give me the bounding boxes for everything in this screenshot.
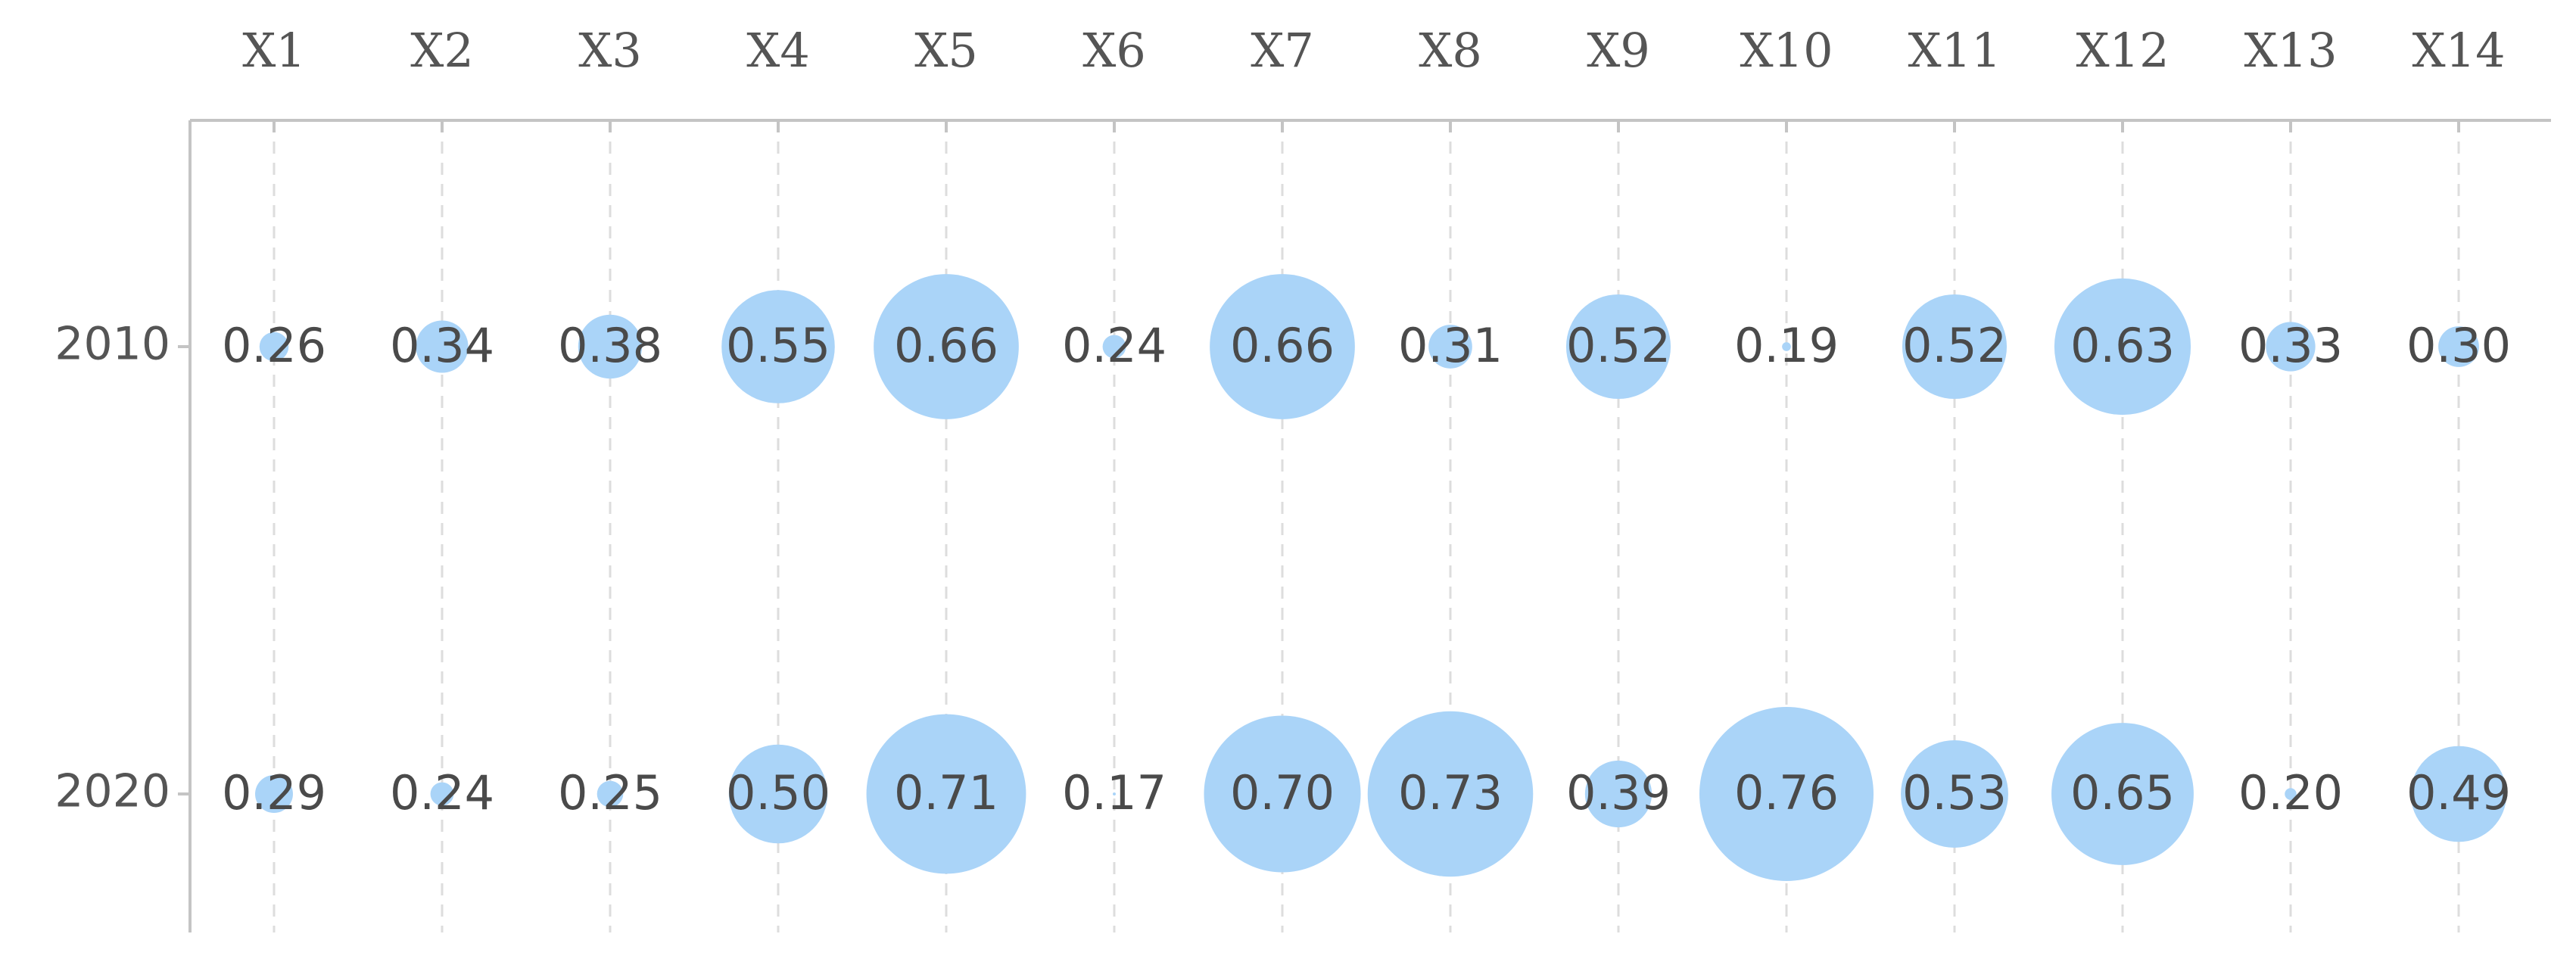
data-label: 0.66 bbox=[1230, 318, 1335, 373]
bubble bbox=[2285, 788, 2297, 800]
bubble bbox=[1367, 711, 1534, 877]
data-label: 0.38 bbox=[558, 318, 662, 373]
y-tick-label: 2020 bbox=[55, 765, 170, 818]
data-label: 0.24 bbox=[390, 765, 494, 820]
bubble bbox=[2051, 723, 2194, 865]
data-label: 0.34 bbox=[390, 318, 494, 373]
x-tick-label: X10 bbox=[1740, 23, 1833, 78]
bubble bbox=[430, 782, 454, 806]
data-label: 0.26 bbox=[222, 318, 326, 373]
bubble bbox=[1204, 715, 1361, 873]
bubble bbox=[2410, 746, 2507, 842]
x-tick-label: X4 bbox=[746, 23, 810, 78]
data-label: 0.71 bbox=[894, 765, 998, 820]
data-label: 0.70 bbox=[1230, 765, 1335, 820]
data-label: 0.39 bbox=[1566, 765, 1671, 820]
data-label: 0.76 bbox=[1734, 765, 1839, 820]
bubble bbox=[2438, 326, 2479, 367]
data-label: 0.19 bbox=[1734, 318, 1839, 373]
bubble bbox=[1565, 294, 1671, 400]
data-label: 0.24 bbox=[1062, 318, 1167, 373]
data-label: 0.30 bbox=[2406, 318, 2511, 373]
bubble bbox=[1902, 294, 2008, 400]
x-tick-label: X9 bbox=[1587, 23, 1650, 78]
bubble bbox=[1699, 707, 1874, 881]
bubble bbox=[259, 332, 289, 362]
bubble bbox=[1113, 792, 1116, 795]
data-label: 0.29 bbox=[222, 765, 326, 820]
bubble bbox=[721, 290, 835, 403]
bubble bbox=[578, 314, 643, 379]
x-tick-label: X3 bbox=[578, 23, 642, 78]
bubble bbox=[1210, 274, 1355, 419]
data-label: 0.20 bbox=[2238, 765, 2343, 820]
x-tick-label: X12 bbox=[2076, 23, 2169, 78]
x-tick-label: X5 bbox=[914, 23, 978, 78]
x-tick-label: X8 bbox=[1419, 23, 1482, 78]
x-tick-label: X1 bbox=[242, 23, 306, 78]
x-tick-label: X6 bbox=[1082, 23, 1146, 78]
data-label: 0.55 bbox=[726, 318, 830, 373]
data-label: 0.17 bbox=[1062, 765, 1167, 820]
bubble bbox=[596, 780, 624, 808]
bubble bbox=[255, 775, 293, 813]
x-tick-label: X13 bbox=[2244, 23, 2337, 78]
data-label: 0.52 bbox=[1566, 318, 1671, 373]
bubble bbox=[1102, 335, 1126, 359]
bubble bbox=[2054, 278, 2191, 416]
data-label: 0.49 bbox=[2406, 765, 2511, 820]
data-label: 0.33 bbox=[2238, 318, 2343, 373]
bubble bbox=[1901, 740, 2008, 848]
data-label: 0.63 bbox=[2070, 318, 2175, 373]
x-tick-label: X14 bbox=[2412, 23, 2505, 78]
data-label: 0.65 bbox=[2070, 765, 2175, 820]
data-label: 0.31 bbox=[1398, 318, 1503, 373]
bubble bbox=[1584, 760, 1652, 828]
bubble bbox=[2266, 322, 2316, 372]
data-label: 0.66 bbox=[894, 318, 998, 373]
bubble bbox=[416, 320, 469, 373]
data-label: 0.25 bbox=[558, 765, 662, 820]
x-tick-label: X2 bbox=[410, 23, 474, 78]
data-label: 0.73 bbox=[1398, 765, 1503, 820]
bubble bbox=[728, 744, 828, 844]
y-tick-label: 2010 bbox=[55, 318, 170, 371]
x-tick-label: X11 bbox=[1908, 23, 2001, 78]
bubble bbox=[874, 274, 1019, 419]
bubble bbox=[1782, 342, 1791, 351]
bubble bbox=[866, 714, 1026, 874]
data-label: 0.53 bbox=[1902, 765, 2007, 820]
data-label: 0.52 bbox=[1902, 318, 2007, 373]
x-tick-label: X7 bbox=[1251, 23, 1314, 78]
bubble bbox=[1428, 325, 1472, 369]
data-label: 0.50 bbox=[726, 765, 830, 820]
